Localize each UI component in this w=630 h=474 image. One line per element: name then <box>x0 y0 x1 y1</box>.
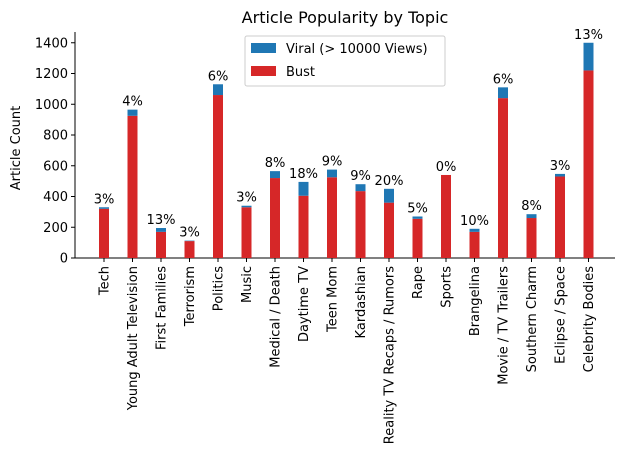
bar-viral <box>413 216 423 218</box>
bar-bust <box>327 177 337 258</box>
x-tick-label: Movie / TV Trailers <box>497 266 512 385</box>
y-axis-label: Article Count <box>9 106 24 190</box>
y-tick-label: 400 <box>43 190 68 205</box>
data-label: 13% <box>147 213 176 228</box>
bar-viral <box>128 110 138 116</box>
bar-bust <box>441 175 451 258</box>
data-label: 10% <box>460 214 489 229</box>
bar-viral <box>584 43 594 71</box>
bar-viral <box>242 206 252 208</box>
data-label: 3% <box>236 191 257 206</box>
bar-bust <box>413 219 423 258</box>
x-tick-label: Daytime TV <box>297 266 312 342</box>
data-label: 8% <box>521 199 542 214</box>
x-tick-label: Terrorism <box>183 266 198 327</box>
bar-bust <box>356 191 366 258</box>
bar-bust <box>584 70 594 258</box>
bar-bust <box>555 177 565 258</box>
chart-title: Article Popularity by Topic <box>242 8 449 27</box>
bar-viral <box>213 84 223 95</box>
bar-bust <box>384 203 394 258</box>
x-tick-label: Brangelina <box>468 266 483 336</box>
bar-bust <box>270 178 280 258</box>
data-label: 9% <box>322 155 343 170</box>
y-tick-label: 800 <box>43 129 68 144</box>
data-label: 20% <box>375 174 404 189</box>
data-label: 18% <box>289 167 318 182</box>
x-tick-label: Tech <box>98 266 113 296</box>
data-label: 6% <box>208 69 229 84</box>
bar-bust <box>299 196 309 258</box>
data-label: 3% <box>94 192 115 207</box>
bar-bust <box>99 209 109 258</box>
bar-bust <box>242 207 252 258</box>
legend-label-bust: Bust <box>286 65 315 80</box>
bar-bust <box>470 232 480 258</box>
x-tick-label: First Families <box>155 266 170 350</box>
data-label: 8% <box>265 156 286 171</box>
y-tick-label: 1400 <box>35 36 68 51</box>
data-label: 5% <box>407 201 428 216</box>
x-tick-label: Kardashian <box>354 266 369 338</box>
x-tick-label: Rape <box>411 266 426 299</box>
x-tick-label: Music <box>240 266 255 303</box>
x-tick-label: Southern Charm <box>525 266 540 372</box>
y-tick-label: 1000 <box>35 98 68 113</box>
data-label: 6% <box>493 72 514 87</box>
bar-bust <box>156 232 166 258</box>
data-label: 3% <box>550 159 571 174</box>
x-tick-label: Eclipse / Space <box>554 266 569 364</box>
legend-label-viral: Viral (> 10000 Views) <box>286 42 428 57</box>
bar-viral <box>156 228 166 232</box>
x-tick-label: Celebrity Bodies <box>582 266 597 373</box>
legend-swatch-viral <box>251 43 276 53</box>
bar-viral <box>299 182 309 196</box>
bar-viral <box>498 87 508 98</box>
bar-viral <box>527 214 537 218</box>
x-tick-label: Teen Mom <box>326 266 341 333</box>
bar-viral <box>99 207 109 209</box>
y-tick-label: 1200 <box>35 67 68 82</box>
bar-viral <box>555 174 565 177</box>
legend: Viral (> 10000 Views) Bust <box>245 36 445 86</box>
y-tick-label: 0 <box>60 252 68 267</box>
bar-bust <box>128 116 138 258</box>
y-tick-label: 200 <box>43 221 68 236</box>
bar-viral <box>356 184 366 191</box>
bar-viral <box>327 170 337 178</box>
bar-viral <box>270 171 280 178</box>
bar-bust <box>185 241 195 258</box>
data-label: 13% <box>574 28 603 43</box>
bar-bust <box>213 95 223 258</box>
legend-swatch-bust <box>251 66 276 76</box>
x-tick-label: Medical / Death <box>269 266 284 368</box>
x-tick-label: Reality TV Recaps / Rumors <box>383 266 398 444</box>
bar-bust <box>527 218 537 258</box>
x-tick-label: Politics <box>212 266 227 311</box>
bar-viral <box>470 229 480 232</box>
data-label: 0% <box>436 160 457 175</box>
data-label: 9% <box>350 169 371 184</box>
data-label: 3% <box>179 226 200 241</box>
x-tick-label: Young Adult Television <box>126 266 141 411</box>
bar-viral <box>384 189 394 203</box>
data-label: 4% <box>122 95 143 110</box>
bar-bust <box>498 98 508 258</box>
y-tick-label: 600 <box>43 159 68 174</box>
x-tick-label: Sports <box>440 266 455 308</box>
